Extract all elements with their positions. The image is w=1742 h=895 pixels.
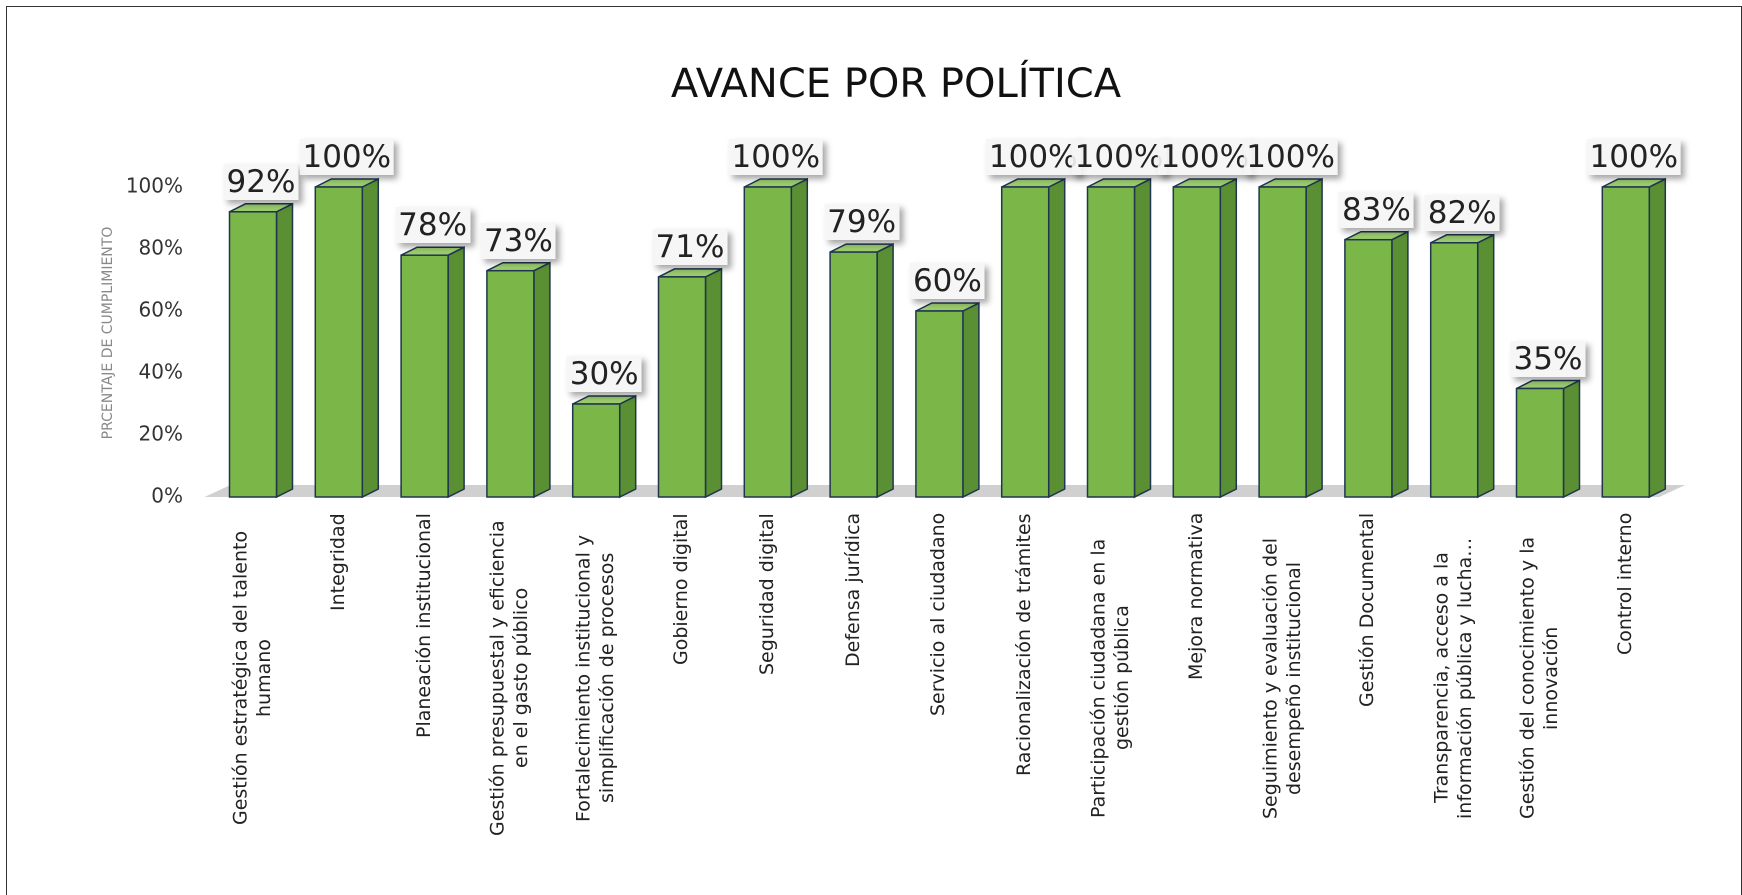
bar bbox=[1344, 238, 1393, 498]
bar-side bbox=[704, 267, 723, 499]
bar bbox=[1172, 186, 1222, 498]
x-tick-label: Seguimiento y evaluación del desempeño i… bbox=[1259, 513, 1307, 843]
bar bbox=[1258, 186, 1307, 498]
data-label: 83% bbox=[1338, 191, 1414, 228]
x-tick-label-text: Servicio al ciudadano bbox=[927, 513, 950, 717]
data-label: 100% bbox=[985, 139, 1081, 175]
bar-side bbox=[1476, 233, 1495, 499]
data-label: 100% bbox=[1243, 139, 1338, 175]
x-tick-label-text: Fortalecimiento institucional y simplifi… bbox=[572, 534, 619, 822]
bar-side bbox=[361, 177, 380, 499]
bar-side bbox=[876, 242, 894, 499]
x-tick-label: Participación ciudadana en la gestión pú… bbox=[1087, 513, 1135, 843]
chart-title: AVANCE POR POLÍTICA bbox=[671, 59, 1122, 107]
x-tick-label: Servicio al ciudadano bbox=[928, 513, 952, 843]
data-label: 78% bbox=[395, 207, 471, 244]
data-label: 35% bbox=[1510, 340, 1586, 377]
bar bbox=[314, 186, 364, 498]
bar bbox=[486, 269, 535, 498]
bar bbox=[1429, 242, 1479, 498]
y-tick-label: 0% bbox=[151, 484, 183, 508]
bar-side bbox=[533, 261, 551, 499]
x-tick-label: Fortalecimiento institucional y simplifi… bbox=[572, 513, 620, 843]
data-label: 100% bbox=[1157, 139, 1253, 175]
x-tick-label: Defensa jurídica bbox=[842, 513, 866, 843]
x-tick-label: Planeación institucional bbox=[413, 513, 437, 843]
x-tick-label-text: Mejora normativa bbox=[1184, 513, 1207, 681]
x-tick-label: Racionalización de trámites bbox=[1013, 513, 1037, 843]
bar bbox=[228, 211, 278, 498]
x-tick-label: Gestión presupuestal y eficiencia en el … bbox=[487, 513, 535, 843]
data-label: 30% bbox=[566, 356, 642, 392]
data-label: 71% bbox=[652, 228, 728, 265]
x-tick-label-text: Racionalización de trámites bbox=[1013, 513, 1036, 776]
bar bbox=[829, 251, 878, 498]
x-tick-label-text: Gestión del conocimiento y la innovación bbox=[1516, 536, 1562, 820]
x-tick-label: Seguridad digital bbox=[756, 513, 780, 843]
x-tick-label: Mejora normativa bbox=[1185, 513, 1209, 843]
data-label: 60% bbox=[909, 263, 985, 299]
y-tick-label: 100% bbox=[126, 174, 183, 198]
x-tick-label-text: Gestión presupuestal y eficiencia en el … bbox=[486, 520, 533, 836]
bar bbox=[571, 403, 621, 498]
bar-side bbox=[1047, 177, 1066, 499]
x-tick-label: Gestión del conocimiento y la innovación bbox=[1516, 513, 1564, 843]
x-tick-label: Control interno bbox=[1614, 513, 1638, 843]
bar bbox=[400, 254, 449, 498]
x-tick-label-text: Gestión estratégica del talento humano bbox=[229, 530, 275, 826]
data-label: 100% bbox=[1071, 139, 1167, 175]
x-tick-label-text: Transparencia, acceso a la información p… bbox=[1430, 537, 1477, 819]
x-tick-label: Gobierno digital bbox=[670, 513, 694, 843]
bar-side bbox=[790, 177, 809, 499]
bar bbox=[1000, 186, 1050, 498]
bar-side bbox=[275, 202, 294, 499]
x-tick-label: Gestión Documental bbox=[1357, 513, 1381, 843]
x-tick-label: Integridad bbox=[327, 513, 351, 843]
data-label: 100% bbox=[728, 139, 824, 175]
x-tick-label-text: Gobierno digital bbox=[670, 513, 693, 665]
bar-side bbox=[1391, 230, 1409, 499]
x-tick-label-text: Planeación institucional bbox=[412, 513, 435, 738]
bar bbox=[915, 310, 964, 498]
bar-side bbox=[447, 245, 465, 499]
data-label: 79% bbox=[824, 204, 900, 241]
x-tick-label-text: Control interno bbox=[1613, 513, 1636, 656]
y-tick-label: 20% bbox=[139, 422, 183, 446]
bar-side bbox=[1219, 177, 1238, 499]
bar-side bbox=[618, 394, 637, 499]
data-label: 73% bbox=[480, 222, 556, 259]
x-tick-label: Transparencia, acceso a la información p… bbox=[1430, 513, 1478, 843]
data-label: 100% bbox=[299, 139, 395, 175]
y-tick-label: 80% bbox=[139, 236, 183, 260]
y-tick-label: 40% bbox=[139, 360, 183, 384]
x-tick-label-text: Seguimiento y evaluación del desempeño i… bbox=[1258, 537, 1305, 819]
bar-side bbox=[1648, 177, 1667, 499]
x-tick-label: Gestión estratégica del talento humano bbox=[229, 513, 277, 843]
bar bbox=[743, 186, 793, 498]
data-label: 92% bbox=[223, 163, 299, 200]
x-tick-label-text: Seguridad digital bbox=[755, 513, 778, 675]
bar-side bbox=[1305, 177, 1323, 499]
bar-side bbox=[962, 301, 980, 499]
y-tick-label: 60% bbox=[139, 298, 183, 322]
x-tick-label-text: Gestión Documental bbox=[1356, 513, 1379, 708]
bar-side bbox=[1133, 177, 1152, 499]
bar bbox=[657, 276, 707, 498]
bar bbox=[1086, 186, 1136, 498]
bar bbox=[1601, 186, 1651, 498]
y-axis-label: PRCENTAJE DE CUMPLIMIENTO bbox=[100, 227, 116, 440]
bar bbox=[1515, 387, 1565, 498]
data-label: 82% bbox=[1424, 194, 1500, 231]
x-tick-label-text: Integridad bbox=[326, 513, 349, 611]
bar-side bbox=[1562, 379, 1581, 499]
data-label: 100% bbox=[1586, 139, 1682, 175]
x-tick-label-text: Defensa jurídica bbox=[841, 513, 864, 668]
x-tick-label-text: Participación ciudadana en la gestión pú… bbox=[1087, 538, 1133, 818]
